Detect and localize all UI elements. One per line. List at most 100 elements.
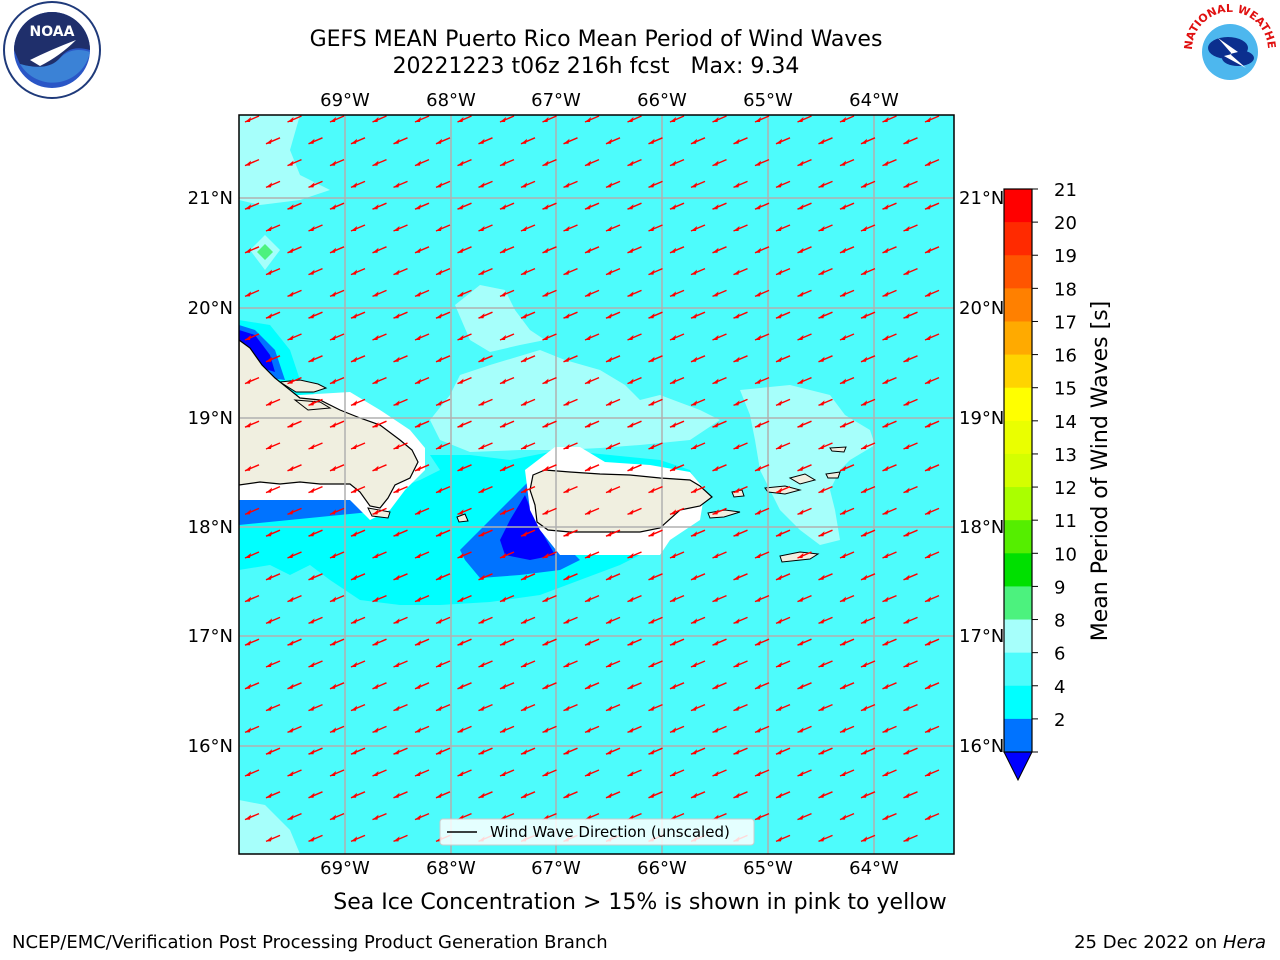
wave-arrow — [244, 158, 260, 167]
wave-arrow — [308, 747, 323, 755]
wave-arrow — [265, 573, 281, 581]
wave-arrow — [712, 507, 727, 516]
wave-arrow — [542, 158, 557, 167]
wave-arrow — [372, 376, 387, 385]
colorbar-bin — [1004, 420, 1032, 455]
wave-arrow — [712, 769, 727, 777]
wave-arrow — [690, 137, 706, 145]
wave-arrow — [733, 355, 748, 363]
wave-arrow — [882, 158, 897, 167]
wave-arrow — [584, 638, 600, 646]
colorbar-underflow — [1003, 751, 1033, 782]
wave-arrow — [754, 376, 770, 385]
wave-arrow — [584, 158, 600, 167]
wave-arrow — [329, 812, 345, 821]
colorbar-bin — [1004, 487, 1032, 521]
wave-arrow — [287, 638, 302, 646]
wave-arrow — [924, 376, 940, 385]
colorbar-tick: 17 — [1054, 312, 1077, 333]
wave-arrow — [882, 202, 897, 210]
wave-arrow — [308, 529, 323, 537]
wave-arrow — [542, 507, 557, 516]
wave-arrow — [669, 246, 685, 254]
wave-arrow — [414, 507, 430, 516]
wave-arrow — [287, 376, 302, 385]
wave-arrow — [775, 355, 791, 363]
colorbar-bin — [1004, 619, 1032, 654]
wave-arrow — [648, 442, 663, 450]
wave-arrow — [457, 638, 472, 646]
wave-arrow — [712, 115, 727, 123]
period-9-10-region — [257, 244, 273, 260]
colorbar-label: Mean Period of Wind Waves [s] — [1088, 301, 1113, 641]
wave-arrow — [882, 812, 897, 821]
wave-arrow — [818, 834, 833, 843]
wave-arrow — [457, 202, 472, 210]
wave-arrow — [903, 485, 918, 494]
colorbar-bin — [1004, 718, 1032, 753]
wave-arrow — [924, 464, 940, 472]
wave-arrow — [414, 812, 430, 821]
wave-arrow — [648, 398, 663, 407]
wave-arrow — [244, 725, 260, 734]
wave-arrow — [797, 812, 812, 821]
wave-arrow — [669, 376, 685, 385]
wave-arrow — [287, 464, 302, 472]
wave-arrow — [669, 551, 685, 559]
wave-arrow — [903, 398, 918, 407]
wave-arrow — [542, 115, 557, 123]
wave-arrow — [478, 791, 493, 799]
wave-arrow — [244, 594, 260, 603]
wave-arrow — [372, 158, 387, 167]
wave-arrow — [775, 311, 791, 319]
wave-arrow — [563, 355, 578, 363]
wave-arrow — [265, 834, 281, 843]
wave-arrow — [924, 333, 940, 341]
colorbar-bin — [1004, 288, 1032, 322]
wave-arrow — [499, 333, 515, 341]
wave-arrow — [457, 376, 472, 385]
wave-arrow — [882, 246, 897, 254]
wave-arrow — [308, 660, 323, 668]
wave-arrow — [287, 158, 302, 167]
wave-arrow — [350, 267, 366, 276]
lat-tick-right: 20°N — [959, 298, 1004, 319]
lon-tick-bottom: 69°W — [320, 858, 370, 879]
wave-arrow — [733, 267, 748, 276]
wave-arrow — [457, 551, 472, 559]
wave-arrow — [350, 834, 366, 843]
wave-arrow — [563, 703, 578, 712]
wave-arrow — [478, 224, 493, 232]
wave-arrow — [520, 529, 536, 537]
wave-arrow — [542, 246, 557, 254]
wave-arrow — [924, 769, 940, 777]
wave-arrow — [775, 616, 791, 625]
wave-arrow — [372, 464, 387, 472]
wave-arrow — [627, 769, 642, 777]
wave-arrow — [733, 747, 748, 755]
wave-arrow — [712, 202, 727, 210]
colorbar-bin — [1004, 387, 1032, 422]
wave-arrow — [627, 420, 642, 428]
wave-arrow — [350, 442, 366, 450]
wave-arrow — [499, 725, 515, 734]
wave-arrow — [839, 464, 855, 472]
wave-arrow — [520, 660, 536, 668]
wave-arrow — [499, 376, 515, 385]
wave-arrow — [393, 180, 408, 189]
wave-arrow — [690, 573, 706, 581]
wave-arrow — [712, 594, 727, 603]
colorbar-bin — [1004, 189, 1032, 223]
wave-arrow — [563, 660, 578, 668]
wave-arrow — [435, 398, 451, 407]
wave-arrow — [372, 420, 387, 428]
wave-arrow — [265, 355, 281, 363]
wave-arrow — [775, 267, 791, 276]
wave-arrow — [860, 747, 876, 755]
footer-host: Hera — [1222, 932, 1266, 953]
wave-arrow — [265, 267, 281, 276]
wave-arrow — [478, 747, 493, 755]
colorbar-tick: 4 — [1054, 677, 1065, 698]
wave-arrow — [393, 442, 408, 450]
wave-arrow — [542, 202, 557, 210]
